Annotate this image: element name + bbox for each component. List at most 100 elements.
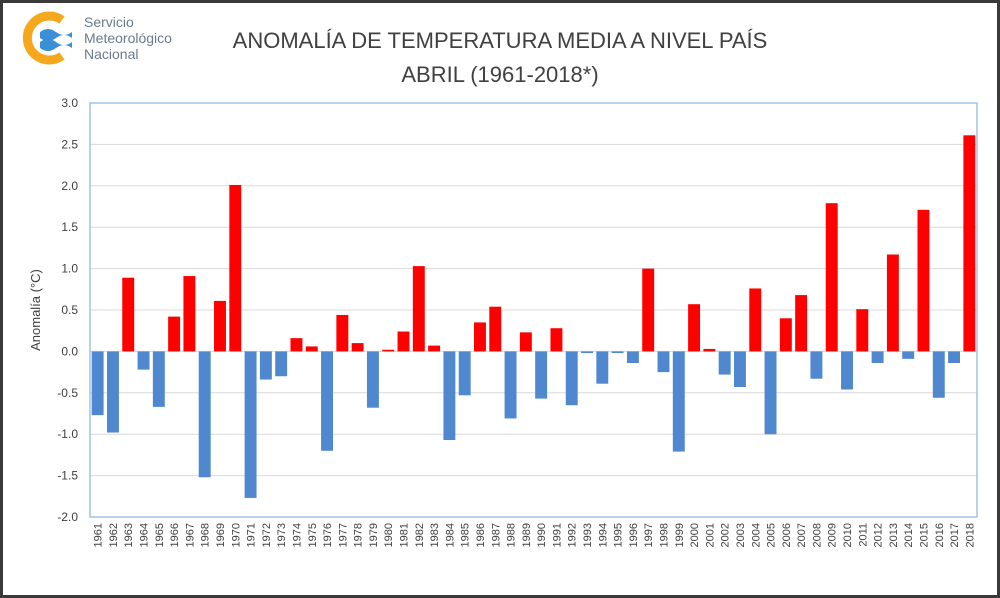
bar-1976 (321, 351, 334, 451)
x-tick-label: 1963 (123, 523, 135, 547)
x-tick-label: 2013 (888, 523, 900, 547)
bar-2008 (810, 351, 823, 379)
bar-1967 (183, 276, 196, 352)
bar-1990 (535, 351, 548, 399)
x-tick-label: 2010 (842, 523, 854, 547)
x-tick-label: 1969 (215, 523, 227, 547)
x-tick-label: 1987 (490, 523, 502, 547)
x-tick-label: 1980 (383, 523, 395, 547)
bar-1961 (91, 351, 104, 416)
bar-1977 (336, 314, 349, 352)
x-tick-label: 2008 (811, 523, 823, 547)
bar-1969 (214, 300, 226, 352)
bar-2002 (718, 351, 731, 375)
x-tick-label: 1970 (230, 523, 242, 547)
bar-2009 (825, 203, 838, 352)
x-tick-label: 2009 (827, 523, 839, 547)
x-tick-label: 1971 (246, 523, 258, 547)
plot-border (89, 102, 978, 518)
bar-2015 (917, 209, 930, 352)
x-tick-label: 1982 (414, 523, 426, 547)
x-tick-label: 1965 (154, 523, 166, 547)
x-tick-label: 1973 (276, 523, 288, 547)
bar-2001 (703, 348, 716, 352)
bar-1962 (106, 351, 119, 433)
x-tick-label: 1986 (475, 523, 487, 547)
bar-1995 (611, 351, 624, 354)
bar-1979 (366, 351, 379, 408)
x-tick-label: 1983 (429, 523, 441, 547)
bar-1984 (443, 351, 456, 440)
y-axis-label: Anomalía (°C) (28, 269, 43, 351)
x-tick-label: 2016 (934, 523, 946, 547)
bar-2013 (886, 254, 899, 352)
x-tick-label: 1998 (658, 523, 670, 547)
bar-1978 (351, 343, 364, 352)
x-tick-label: 1988 (506, 523, 518, 547)
bar-1972 (259, 351, 272, 380)
bar-2017 (948, 351, 961, 363)
bar-1987 (489, 306, 502, 352)
x-tick-label: 1994 (597, 523, 609, 547)
x-tick-label: 1999 (674, 523, 686, 547)
y-tick-label: 3.0 (61, 96, 78, 110)
y-tick-label: 1.0 (61, 262, 78, 276)
x-tick-label: 1972 (261, 523, 273, 547)
x-tick-label: 1977 (337, 523, 349, 547)
x-tick-label: 2018 (964, 523, 976, 547)
x-tick-label: 1984 (444, 523, 456, 547)
x-tick-label: 1989 (521, 523, 533, 547)
x-tick-label: 2017 (949, 523, 961, 547)
smn-logo-icon (22, 11, 72, 65)
bar-2010 (841, 351, 853, 390)
bar-2000 (688, 304, 701, 352)
x-tick-label: 2006 (781, 523, 793, 547)
x-tick-label: 1961 (93, 523, 105, 547)
x-tick-label: 1978 (353, 523, 365, 547)
x-tick-label: 1979 (368, 523, 380, 547)
x-tick-label: 2014 (903, 523, 915, 547)
bar-1970 (229, 184, 242, 352)
x-tick-label: 2000 (689, 523, 701, 547)
x-tick-label: 2002 (720, 523, 732, 547)
bar-1964 (137, 351, 150, 370)
logo-line: Nacional (84, 46, 139, 62)
bar-2018 (963, 135, 976, 352)
logo-text: Servicio Meteorológico Nacional (84, 14, 172, 62)
x-tick-label: 1976 (322, 523, 334, 547)
bar-1971 (244, 351, 257, 498)
bar-1974 (290, 338, 303, 352)
x-tick-label: 1997 (643, 523, 655, 547)
bar-2014 (902, 351, 915, 359)
x-tick-label: 2007 (796, 523, 808, 547)
bar-1980 (382, 349, 395, 352)
x-tick-label: 1966 (169, 523, 181, 547)
bar-1999 (672, 351, 685, 452)
y-tick-label: 1.5 (61, 220, 78, 234)
x-tick-label: 2005 (766, 523, 778, 547)
y-tick-label: 0.5 (61, 303, 78, 317)
bar-1975 (305, 346, 318, 352)
y-tick-label: 0.0 (61, 344, 78, 358)
x-tick-label: 1985 (460, 523, 472, 547)
bar-1993 (581, 351, 593, 354)
x-tick-label: 1990 (536, 523, 548, 547)
bar-1991 (550, 328, 563, 352)
bar-2006 (779, 318, 792, 352)
y-tick-label: 2.0 (61, 179, 78, 193)
bar-2007 (795, 295, 808, 352)
bar-1994 (596, 351, 609, 384)
y-tick-label: -1.5 (57, 469, 78, 483)
x-tick-label: 1962 (108, 523, 120, 547)
bar-2004 (749, 288, 762, 352)
logo-line: Servicio (84, 14, 134, 30)
bar-2011 (856, 309, 869, 352)
bar-1985 (458, 351, 471, 396)
x-tick-label: 1968 (200, 523, 212, 547)
x-tick-label: 1993 (582, 523, 594, 547)
bar-1968 (198, 351, 211, 478)
x-tick-label: 2015 (918, 523, 930, 547)
bar-1986 (474, 322, 486, 352)
